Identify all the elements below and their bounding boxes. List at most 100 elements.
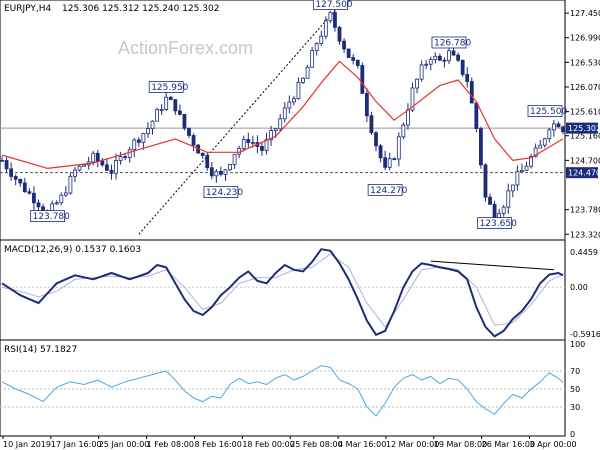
rsi-y-tick-label: 30 [570, 403, 580, 412]
candle-body [460, 59, 465, 75]
candle-body [273, 128, 278, 132]
candle-body [501, 206, 506, 214]
candle-body [269, 130, 273, 141]
y-tick-label: 125.610 [570, 108, 600, 117]
candle-body [465, 74, 470, 82]
candle-body [114, 160, 118, 174]
price-annotation-label: 124.270 [370, 186, 407, 196]
candle-body [406, 109, 410, 126]
candle-body [214, 171, 219, 177]
x-tick-label: 25 Jan 00:00 [99, 440, 150, 449]
candle-body [529, 156, 533, 167]
rsi-label: RSI(14) 57.1827 [4, 345, 77, 355]
candle-body [551, 123, 556, 131]
candle-body [13, 176, 18, 180]
candle-body [68, 175, 73, 194]
y-tick-label: 126.070 [570, 83, 600, 92]
candle-body [132, 139, 137, 151]
candle-body [146, 128, 150, 134]
candle-body [0, 159, 4, 162]
candle-body [205, 155, 210, 169]
candle-body [561, 126, 565, 133]
candle-body [415, 78, 419, 89]
candle-body [22, 182, 27, 193]
candle-body [319, 35, 324, 45]
candle-body [27, 191, 32, 194]
candle-body [241, 139, 246, 149]
candle-body [77, 165, 82, 171]
candle-body [54, 202, 59, 205]
candle-body [32, 192, 36, 204]
candle-body [533, 147, 538, 157]
moving-average-line [1, 60, 564, 169]
y-tick-label: 124.700 [570, 156, 600, 165]
candle-body [191, 135, 196, 146]
candle-body [260, 146, 264, 151]
y-tick-label: 126.990 [570, 34, 600, 43]
x-tick-label: 4 Mar 16:00 [338, 440, 386, 449]
price-annotation-label: 123.650 [480, 219, 517, 229]
candle-body [219, 171, 223, 175]
price-badge-label: 125.302 [568, 124, 600, 133]
price-panel-frame [0, 0, 566, 241]
y-tick-label: 125.160 [570, 132, 600, 141]
price-annotation-label: 127.500 [315, 0, 352, 10]
rsi-y-tick-label: 70 [570, 367, 580, 376]
macd-trendline [430, 260, 554, 271]
candle-body [232, 153, 237, 165]
price-badge [566, 122, 598, 134]
macd-y-tick-label: -0.5916 [570, 330, 600, 339]
candle-body [396, 136, 401, 160]
candle-body [479, 128, 483, 166]
candle-body [105, 164, 109, 171]
candle-body [328, 12, 333, 22]
macd-series [0, 248, 565, 338]
price-annotation-label: 123.780 [33, 212, 70, 222]
candle-body [73, 169, 77, 177]
candle-body [95, 152, 100, 162]
candle-body [182, 113, 187, 129]
x-tick-label: 18 Feb 00:00 [242, 440, 294, 449]
axes: 127.450 126.990 126.530 126.070 125.610 125.1… [2, 9, 600, 449]
candle-body [520, 169, 524, 173]
y-tick-label: 127.450 [570, 9, 600, 18]
candle-body [524, 165, 529, 171]
candle-body [342, 40, 346, 50]
price-annotation-label: 125.500 [530, 107, 567, 117]
x-tick-label: 25 Feb 08:00 [290, 440, 342, 449]
candle-body [246, 139, 251, 143]
candle-body [314, 43, 319, 52]
y-tick-label: 123.780 [570, 206, 600, 215]
candle-body [469, 81, 474, 104]
candle-body [451, 50, 456, 56]
candle-body [150, 120, 155, 130]
price-annotation-box [148, 81, 184, 93]
candle-body [18, 178, 23, 184]
candle-body [123, 156, 128, 159]
price-badge [566, 167, 598, 179]
candle-body [538, 144, 543, 149]
candle-body [401, 124, 406, 138]
chart-ohlc: 125.306 125.312 125.240 125.302 [62, 4, 219, 14]
candle-body [4, 160, 9, 170]
macd-y-tick-label: 0.4459 [570, 248, 598, 257]
candle-body [506, 190, 511, 208]
price-annotation-label: 124.230 [206, 188, 243, 198]
candle-body [424, 63, 429, 66]
candle-body [296, 82, 301, 100]
candle-body [209, 167, 214, 177]
y-tick-label: 123.320 [570, 230, 600, 239]
candle-body [410, 87, 415, 111]
candle-body [364, 93, 369, 117]
candle-body [447, 50, 451, 62]
candle-body [355, 59, 360, 66]
rsi-panel-frame [0, 339, 566, 437]
candle-body [515, 171, 520, 186]
candle-body [378, 145, 383, 159]
candle-body [360, 65, 365, 94]
candle-body [36, 202, 41, 208]
rsi-y-tick-label: 50 [570, 385, 580, 394]
candle-body [483, 164, 488, 198]
macd-label: MACD(12,26,9) 0.1537 0.1603 [4, 245, 141, 255]
